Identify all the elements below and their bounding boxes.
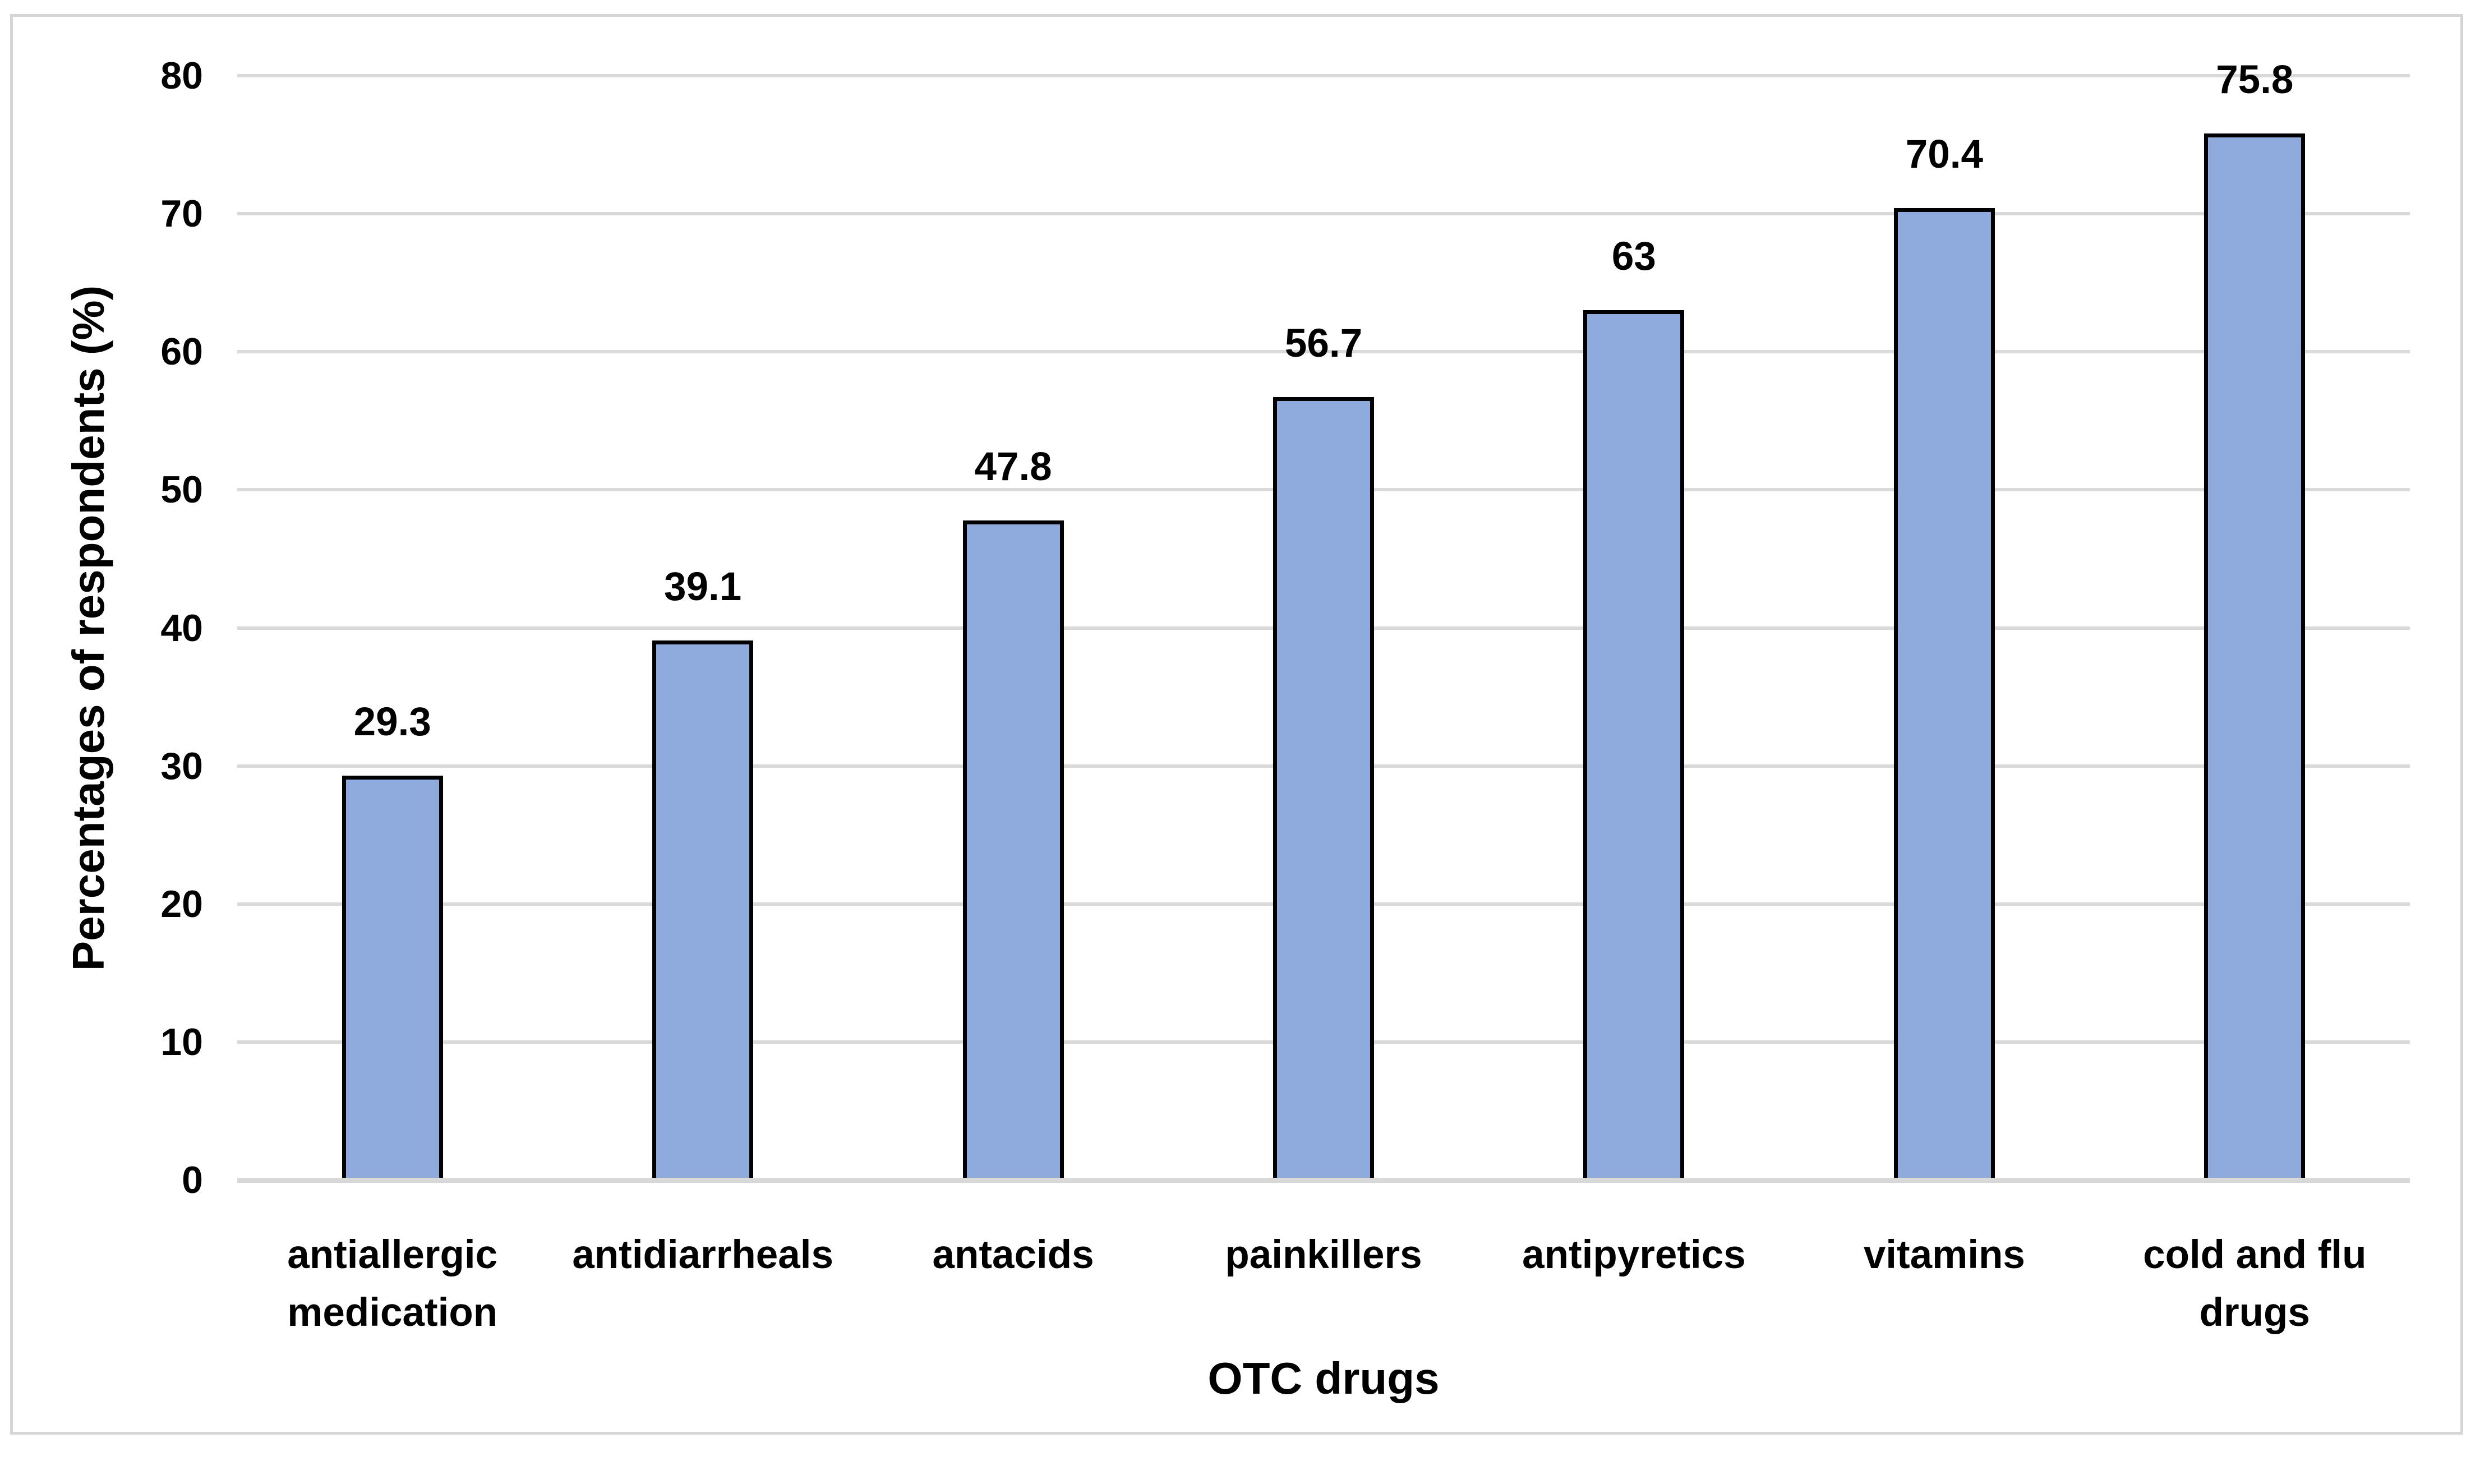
y-tick-label: 50	[160, 468, 203, 511]
bar-value-label: 70.4	[1905, 132, 1983, 177]
chart-frame	[10, 14, 2463, 1435]
y-tick-label: 80	[160, 54, 203, 97]
gridline	[237, 74, 2410, 77]
bar	[962, 520, 1064, 1180]
bar-value-label: 47.8	[974, 444, 1052, 489]
y-tick-label: 20	[160, 882, 203, 925]
bar-value-label: 29.3	[353, 699, 431, 744]
gridline	[237, 212, 2410, 216]
y-tick-label: 60	[160, 330, 203, 374]
bar	[1273, 397, 1374, 1180]
bar-value-label: 39.1	[664, 564, 742, 609]
x-axis-title: OTC drugs	[1207, 1353, 1440, 1403]
bar-value-label: 63	[1611, 234, 1656, 279]
gridline	[237, 350, 2410, 354]
category-label: vitamins	[1863, 1233, 2025, 1277]
y-tick-label: 40	[160, 606, 203, 649]
y-tick-label: 0	[182, 1159, 203, 1201]
category-label: painkillers	[1225, 1233, 1422, 1277]
category-label: antacids	[932, 1233, 1094, 1277]
category-label: antidiarrheals	[572, 1233, 833, 1277]
category-label: cold and flu drugs	[2143, 1233, 2367, 1335]
category-label: antiallergic medication	[287, 1233, 498, 1335]
y-tick-label: 10	[160, 1020, 203, 1063]
bar	[1583, 310, 1685, 1180]
y-tick-label: 30	[160, 744, 203, 787]
category-label: antipyretics	[1522, 1233, 1746, 1277]
bar-value-label: 75.8	[2216, 58, 2294, 103]
bar	[2204, 133, 2306, 1180]
x-axis-line	[237, 1178, 2410, 1183]
bar-value-label: 56.7	[1284, 321, 1363, 366]
bar	[1893, 208, 1995, 1180]
bar	[342, 775, 443, 1180]
bar	[652, 640, 754, 1180]
plot-area: 29.3 39.1 47.8 56.7 63 70.4 75.8	[237, 58, 2410, 1183]
y-tick-label: 70	[160, 192, 203, 236]
